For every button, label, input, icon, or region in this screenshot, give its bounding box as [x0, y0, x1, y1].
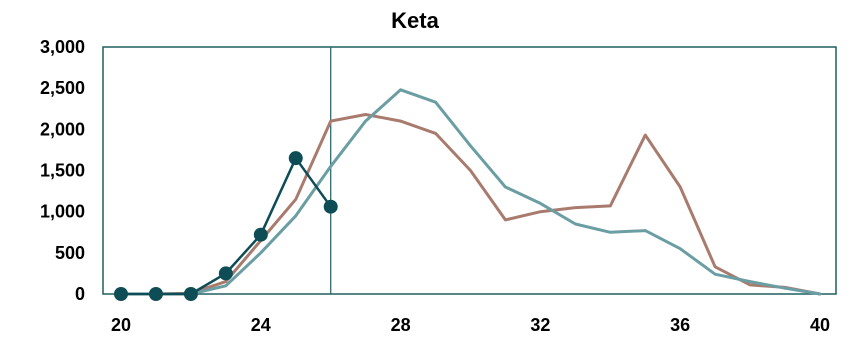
series-3-point	[218, 266, 233, 281]
plot-area: 0 500 1,000 1,500 2,000 2,500 3,000 20 24 28 32 36 4…	[40, 37, 837, 335]
y-tick-label: 1,000	[40, 202, 85, 222]
plot-frame	[102, 46, 837, 295]
chart-title: Keta	[391, 8, 439, 33]
x-tick-label: 32	[530, 315, 550, 335]
x-tick-label: 36	[670, 315, 690, 335]
series-1-line	[119, 113, 822, 296]
x-tick-label: 28	[391, 315, 411, 335]
series-3-point	[253, 227, 268, 242]
series-3-point	[148, 287, 163, 301]
y-tick-label: 3,000	[40, 37, 85, 57]
y-tick-label: 0	[75, 284, 85, 304]
series-3-point	[288, 151, 303, 166]
y-tick-label: 2,000	[40, 119, 85, 139]
x-tick-label: 20	[111, 315, 131, 335]
x-tick-label: 24	[251, 315, 271, 335]
y-tick-label: 500	[55, 243, 85, 263]
series-3-point	[183, 287, 198, 301]
series-3-point	[323, 199, 338, 214]
series-2-line	[119, 88, 822, 296]
y-tick-label: 2,500	[40, 78, 85, 98]
y-tick-label: 1,500	[40, 161, 85, 181]
series-3-point	[114, 287, 128, 301]
x-tick-label: 40	[810, 315, 830, 335]
